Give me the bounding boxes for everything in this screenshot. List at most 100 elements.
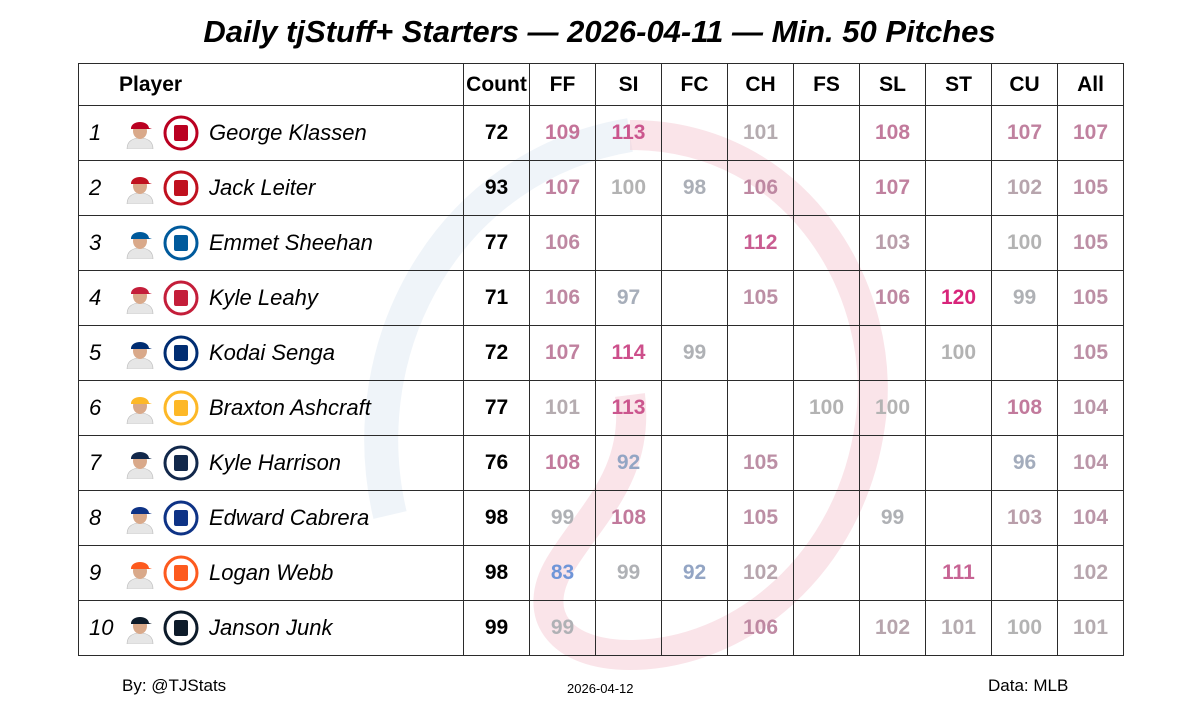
- fc-stuff-cell: [661, 105, 728, 161]
- cu-stuff-cell: 100: [991, 600, 1058, 656]
- player-name: Jack Leiter: [209, 175, 316, 200]
- all-stuff-cell: 104: [1057, 380, 1124, 436]
- fs-stuff-cell: [793, 160, 860, 216]
- player-name: Logan Webb: [209, 560, 334, 585]
- cardinals-logo-icon: [163, 280, 199, 316]
- table-row: 2 Jack Leiter 93 107 100 98 106 107 102 105: [78, 160, 1124, 216]
- ff-stuff-cell: 106: [529, 270, 596, 326]
- st-stuff-cell: [925, 435, 992, 491]
- table-row: 9 Logan Webb 98 83 99 92 102 111 102: [78, 545, 1124, 601]
- sl-stuff-cell: 100: [859, 380, 926, 436]
- rank-number: 8: [89, 505, 102, 530]
- all-stuff-cell: 105: [1057, 215, 1124, 271]
- stuff-table: Player Count FF SI FC CH FS SL ST CU All…: [78, 63, 1124, 656]
- pitch-count-cell: 93: [463, 160, 530, 216]
- player-headshot-icon: [126, 232, 154, 259]
- all-column-header: All: [1057, 63, 1124, 106]
- rank-number: 10: [89, 615, 114, 640]
- cu-stuff-cell: 99: [991, 270, 1058, 326]
- ff-column-header: FF: [529, 63, 596, 106]
- table-row: 1 George Klassen 72 109 113 101 108 107 107: [78, 105, 1124, 161]
- marlins-logo-icon: [163, 610, 199, 646]
- all-stuff-cell: 105: [1057, 325, 1124, 381]
- ch-stuff-cell: 106: [727, 600, 794, 656]
- count-column-header: Count: [463, 63, 530, 106]
- player-name: Janson Junk: [209, 615, 333, 640]
- fc-stuff-cell: 92: [661, 545, 728, 601]
- fs-stuff-cell: [793, 600, 860, 656]
- rank-number: 5: [89, 340, 102, 365]
- all-stuff-cell: 105: [1057, 270, 1124, 326]
- sl-stuff-cell: [859, 545, 926, 601]
- pitch-count-cell: 71: [463, 270, 530, 326]
- sl-column-header: SL: [859, 63, 926, 106]
- st-stuff-cell: [925, 215, 992, 271]
- fc-stuff-cell: [661, 270, 728, 326]
- si-stuff-cell: 108: [595, 490, 662, 546]
- fs-stuff-cell: [793, 325, 860, 381]
- table-row: 6 Braxton Ashcraft 77 101 113 100 100 108 104: [78, 380, 1124, 436]
- rank-number: 1: [89, 120, 102, 145]
- table-row: 7 Kyle Harrison 76 108 92 105 96 104: [78, 435, 1124, 491]
- fc-column-header: FC: [661, 63, 728, 106]
- ch-column-header: CH: [727, 63, 794, 106]
- ff-stuff-cell: 101: [529, 380, 596, 436]
- table-row: 10 Janson Junk 99 99 106 102 101 100 101: [78, 600, 1124, 656]
- sl-stuff-cell: 102: [859, 600, 926, 656]
- all-stuff-cell: 105: [1057, 160, 1124, 216]
- sl-stuff-cell: [859, 435, 926, 491]
- fc-stuff-cell: [661, 600, 728, 656]
- ch-stuff-cell: 112: [727, 215, 794, 271]
- st-stuff-cell: [925, 160, 992, 216]
- si-stuff-cell: 97: [595, 270, 662, 326]
- cu-stuff-cell: 100: [991, 215, 1058, 271]
- fs-stuff-cell: [793, 270, 860, 326]
- st-stuff-cell: [925, 105, 992, 161]
- ff-stuff-cell: 99: [529, 490, 596, 546]
- all-stuff-cell: 104: [1057, 490, 1124, 546]
- table-row: 3 Emmet Sheehan 77 106 112 103 100 105: [78, 215, 1124, 271]
- pitch-count-cell: 77: [463, 380, 530, 436]
- st-column-header: ST: [925, 63, 992, 106]
- sl-stuff-cell: 106: [859, 270, 926, 326]
- player-name: Kyle Harrison: [209, 450, 342, 475]
- table-row: 4 Kyle Leahy 71 106 97 105 106 120 99 105: [78, 270, 1124, 326]
- si-column-header: SI: [595, 63, 662, 106]
- pitch-count-cell: 72: [463, 105, 530, 161]
- fc-stuff-cell: [661, 490, 728, 546]
- chart-title: Daily tjStuff+ Starters — 2026-04-11 — M…: [203, 14, 996, 49]
- mets-logo-icon: [163, 335, 199, 371]
- pitch-count-cell: 98: [463, 545, 530, 601]
- ff-stuff-cell: 109: [529, 105, 596, 161]
- cu-stuff-cell: 102: [991, 160, 1058, 216]
- header-row: Player Count FF SI FC CH FS SL ST CU All: [78, 63, 1124, 106]
- si-stuff-cell: 92: [595, 435, 662, 491]
- cu-column-header: CU: [991, 63, 1058, 106]
- sl-stuff-cell: 108: [859, 105, 926, 161]
- player-headshot-icon: [126, 342, 154, 369]
- table-body: 1 George Klassen 72 109 113 101 108 107 107 2 Jack…: [78, 105, 1124, 656]
- fc-stuff-cell: [661, 435, 728, 491]
- player-name: Kyle Leahy: [209, 285, 318, 310]
- player-name: Kodai Senga: [209, 340, 335, 365]
- player-headshot-icon: [126, 507, 154, 534]
- ff-stuff-cell: 106: [529, 215, 596, 271]
- sl-stuff-cell: 103: [859, 215, 926, 271]
- st-stuff-cell: 100: [925, 325, 992, 381]
- fs-column-header: FS: [793, 63, 860, 106]
- player-column-header: Player: [78, 63, 464, 106]
- footer-date: 2026-04-12: [567, 681, 634, 696]
- fs-stuff-cell: 100: [793, 380, 860, 436]
- all-stuff-cell: 104: [1057, 435, 1124, 491]
- cu-stuff-cell: 103: [991, 490, 1058, 546]
- player-headshot-icon: [126, 562, 154, 589]
- st-stuff-cell: [925, 490, 992, 546]
- all-stuff-cell: 107: [1057, 105, 1124, 161]
- player-headshot-icon: [126, 287, 154, 314]
- fc-stuff-cell: 99: [661, 325, 728, 381]
- fs-stuff-cell: [793, 490, 860, 546]
- si-stuff-cell: 99: [595, 545, 662, 601]
- si-stuff-cell: [595, 600, 662, 656]
- footer-source: Data: MLB: [988, 676, 1069, 695]
- rank-number: 4: [89, 285, 102, 310]
